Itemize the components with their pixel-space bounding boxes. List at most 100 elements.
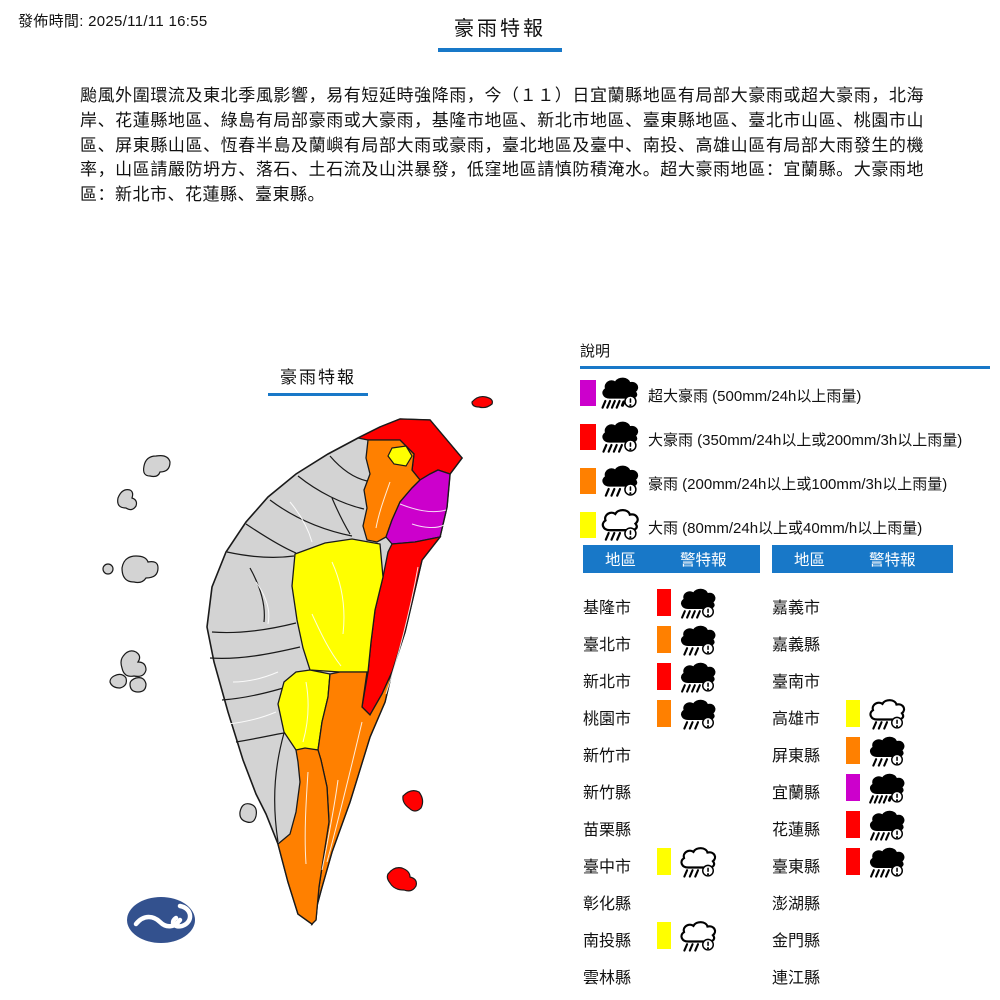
warning-color-chip	[657, 589, 671, 616]
region-name: 臺中市	[583, 859, 632, 876]
legend-color-chip	[580, 468, 596, 494]
table-row: 宜蘭縣	[772, 771, 953, 808]
township-border-lines-gray	[227, 501, 313, 725]
region-name: 苗栗縣	[583, 822, 632, 839]
region-name: 連江縣	[772, 970, 821, 987]
warning-table-left: 地區 警特報 基隆市 臺北市 新北市 桃園市 新竹市新竹縣苗栗縣臺中市 彰化縣南…	[583, 545, 760, 993]
legend-color-chip	[580, 380, 596, 406]
table-row: 花蓮縣	[772, 808, 953, 845]
table-row: 桃園市	[583, 697, 760, 734]
region-name: 金門縣	[772, 933, 821, 950]
legend-label: 大豪雨 (350mm/24h以上或200mm/3h以上雨量)	[648, 432, 963, 449]
warning-rain-icon	[867, 772, 907, 810]
map-offshore-islands	[102, 455, 257, 823]
table-row: 新竹市	[583, 734, 760, 771]
warning-rain-icon	[867, 735, 907, 773]
map-region-pingtung	[277, 747, 330, 925]
table-row: 金門縣	[772, 919, 953, 956]
region-name: 桃園市	[583, 711, 632, 728]
warning-color-chip	[657, 848, 671, 875]
legend-label: 超大豪雨 (500mm/24h以上雨量)	[648, 388, 862, 405]
table-row: 高雄市	[772, 697, 953, 734]
table-body: 嘉義市嘉義縣臺南市高雄市 屏東縣 宜蘭縣 花蓮縣 臺東縣 澎湖縣金門縣連江縣	[772, 573, 953, 993]
warning-color-chip	[657, 663, 671, 690]
warning-color-chip	[846, 737, 860, 764]
column-header-warning: 警特報	[680, 552, 727, 569]
map-region-keelung-islet	[471, 395, 493, 409]
table-row: 臺南市	[772, 660, 953, 697]
warning-rain-icon	[678, 846, 718, 884]
county-border-lines	[209, 455, 368, 843]
table-row: 苗栗縣	[583, 808, 760, 845]
warning-rain-icon	[867, 809, 907, 847]
region-name: 新北市	[583, 674, 632, 691]
legend-row: 大豪雨 (350mm/24h以上或200mm/3h以上雨量)	[580, 417, 990, 461]
table-row: 嘉義市	[772, 586, 953, 623]
legend: 說明 超大豪雨 (500mm/24h以上雨量) 大豪雨 (350mm/24h以上…	[580, 340, 990, 549]
warning-color-chip	[846, 848, 860, 875]
region-name: 臺北市	[583, 637, 632, 654]
warning-rain-icon	[678, 661, 718, 699]
region-name: 雲林縣	[583, 970, 632, 987]
table-body: 基隆市 臺北市 新北市 桃園市 新竹市新竹縣苗栗縣臺中市 彰化縣南投縣 雲林縣	[583, 573, 760, 993]
warning-table-right: 地區 警特報 嘉義市嘉義縣臺南市高雄市 屏東縣 宜蘭縣 花蓮縣 臺東縣 澎湖縣金…	[772, 545, 953, 993]
region-name: 宜蘭縣	[772, 785, 821, 802]
table-row: 彰化縣	[583, 882, 760, 919]
white-cloud-rain-icon	[599, 508, 641, 547]
page-title-wrap: 豪雨特報	[0, 12, 1000, 52]
warning-color-chip	[846, 700, 860, 727]
column-header-region: 地區	[605, 552, 637, 569]
table-row: 南投縣	[583, 919, 760, 956]
black-cloud-downpour-icon	[599, 376, 641, 415]
legend-row: 大雨 (80mm/24h以上或40mm/h以上雨量)	[580, 505, 990, 549]
map-region-taipei-basin	[387, 445, 413, 467]
region-name: 新竹市	[583, 748, 632, 765]
warning-color-chip	[657, 700, 671, 727]
region-name: 基隆市	[583, 600, 632, 617]
page-title: 豪雨特報	[438, 12, 562, 52]
map-region-green-island	[402, 790, 424, 812]
region-name: 高雄市	[772, 711, 821, 728]
cwa-logo-icon	[127, 897, 195, 943]
legend-color-chip	[580, 424, 596, 450]
table-header: 地區 警特報	[772, 545, 953, 573]
legend-divider	[580, 366, 990, 369]
map-title: 豪雨特報	[268, 363, 368, 396]
region-name: 彰化縣	[583, 896, 632, 913]
township-border-lines-colored	[302, 481, 447, 871]
taiwan-warning-map	[102, 395, 493, 943]
region-name: 新竹縣	[583, 785, 632, 802]
table-row: 新竹縣	[583, 771, 760, 808]
warning-rain-icon	[678, 698, 718, 736]
advisory-text: 颱風外圍環流及東北季風影響，易有短延時強降雨，今（１１）日宜蘭縣地區有局部大豪雨…	[80, 86, 924, 205]
legend-row: 豪雨 (200mm/24h以上或100mm/3h以上雨量)	[580, 461, 990, 505]
warning-color-chip	[657, 626, 671, 653]
table-row: 基隆市	[583, 586, 760, 623]
region-name: 屏東縣	[772, 748, 821, 765]
column-header-region: 地區	[794, 552, 826, 569]
table-row: 新北市	[583, 660, 760, 697]
table-row: 屏東縣	[772, 734, 953, 771]
table-row: 澎湖縣	[772, 882, 953, 919]
table-row: 嘉義縣	[772, 623, 953, 660]
table-row: 臺東縣	[772, 845, 953, 882]
table-row: 雲林縣	[583, 956, 760, 993]
warning-color-chip	[846, 774, 860, 801]
warning-rain-icon	[678, 624, 718, 662]
table-row: 臺中市	[583, 845, 760, 882]
region-name: 花蓮縣	[772, 822, 821, 839]
black-cloud-rain-icon	[599, 464, 641, 503]
region-name: 嘉義縣	[772, 637, 821, 654]
legend-rows: 超大豪雨 (500mm/24h以上雨量) 大豪雨 (350mm/24h以上或20…	[580, 373, 990, 549]
legend-label: 大雨 (80mm/24h以上或40mm/h以上雨量)	[648, 520, 923, 537]
map-region-central-mountain	[291, 538, 384, 673]
map-region-orchid-island	[386, 867, 417, 892]
legend-row: 超大豪雨 (500mm/24h以上雨量)	[580, 373, 990, 417]
legend-color-chip	[580, 512, 596, 538]
warning-rain-icon	[678, 587, 718, 625]
region-name: 澎湖縣	[772, 896, 821, 913]
region-name: 臺南市	[772, 674, 821, 691]
column-header-warning: 警特報	[869, 552, 916, 569]
warning-rain-icon	[867, 698, 907, 736]
